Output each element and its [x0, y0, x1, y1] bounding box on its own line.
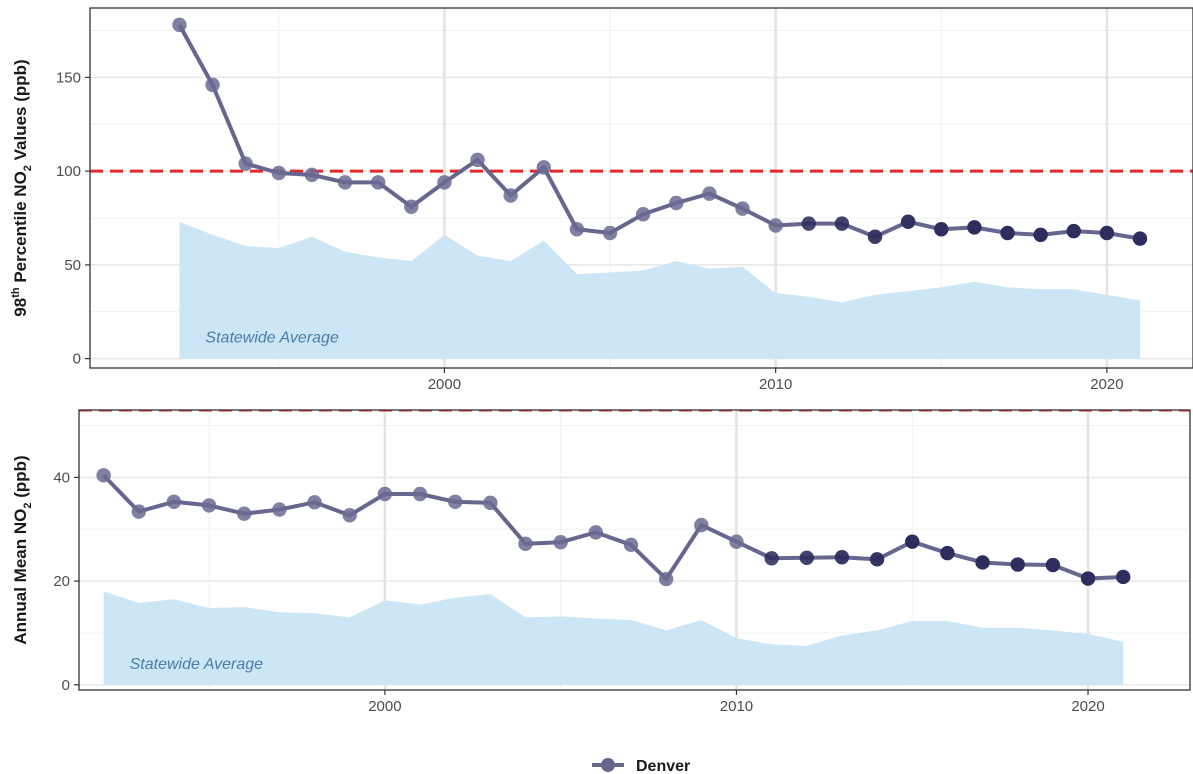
statewide-average-label: Statewide Average — [130, 656, 264, 673]
data-point-denver — [172, 17, 187, 33]
data-point-denver — [799, 550, 814, 565]
data-point-denver — [1033, 227, 1048, 243]
data-point-denver — [205, 77, 220, 93]
data-point-denver — [867, 229, 883, 244]
data-point-denver — [404, 199, 419, 214]
statewide-average-label: Statewide Average — [205, 330, 339, 347]
data-point-denver — [1000, 225, 1015, 241]
data-point-denver — [588, 525, 604, 540]
legend-label-denver: Denver — [636, 758, 690, 774]
panel-annual-mean: Statewide Average 0 20 40 2000 2010 2020 Annual… — [11, 409, 1191, 715]
data-point-denver — [635, 207, 651, 222]
panel-98th-percentile: Statewide Average 0 50 100 150 2000 2010 2020 98… — [10, 7, 1193, 393]
data-point-denver — [569, 222, 585, 237]
data-point-denver — [437, 175, 452, 190]
data-point-denver — [940, 545, 955, 561]
data-point-denver — [735, 201, 750, 216]
y-axis-title: Annual Mean NO2 (ppb) — [11, 455, 34, 644]
data-point-denver — [1010, 557, 1025, 572]
data-point-denver — [370, 175, 386, 190]
data-point-denver — [536, 160, 551, 175]
data-point-denver — [412, 486, 428, 502]
data-point-denver — [967, 220, 982, 235]
data-point-denver — [271, 165, 287, 181]
panel-border — [78, 409, 1191, 691]
data-point-denver — [602, 225, 618, 241]
data-point-denver — [834, 216, 850, 231]
y-tick-label: 100 — [56, 163, 81, 180]
x-tick-label: 2000 — [368, 698, 401, 715]
y-tick-label: 0 — [62, 677, 70, 694]
data-point-denver — [768, 218, 783, 233]
data-point-denver — [503, 188, 518, 203]
y-tick-label: 40 — [53, 469, 70, 486]
data-point-denver — [702, 186, 717, 201]
data-point-denver — [337, 175, 353, 190]
x-tick-label: 2020 — [1090, 376, 1123, 393]
x-tick-label: 2010 — [720, 698, 753, 715]
data-point-denver — [1099, 225, 1115, 241]
data-point-denver — [623, 537, 639, 553]
data-point-denver — [304, 167, 320, 183]
data-point-denver — [96, 468, 111, 483]
x-tick-label: 2000 — [428, 376, 461, 393]
data-point-denver — [869, 552, 885, 567]
data-point-denver — [518, 536, 533, 551]
data-point-denver — [447, 494, 463, 509]
data-point-denver — [834, 550, 850, 565]
legend: Denver — [592, 758, 690, 774]
data-point-denver — [377, 486, 393, 502]
data-point-denver — [201, 498, 217, 513]
data-point-denver — [975, 555, 990, 570]
data-point-denver — [1080, 571, 1096, 586]
data-point-denver — [658, 571, 674, 587]
data-point-denver — [900, 214, 916, 229]
data-point-denver — [694, 517, 709, 533]
data-point-denver — [553, 535, 568, 550]
data-point-denver — [1115, 569, 1131, 585]
legend-marker-denver — [601, 758, 615, 772]
data-point-denver — [729, 534, 744, 549]
data-point-denver — [470, 152, 485, 168]
statewide-average-area — [179, 221, 1141, 359]
data-point-denver — [166, 494, 182, 509]
panel-border — [89, 7, 1193, 369]
data-point-denver — [307, 495, 322, 510]
data-point-denver — [1066, 223, 1081, 239]
data-point-denver — [905, 534, 920, 549]
x-tick-label: 2020 — [1071, 698, 1104, 715]
data-point-denver — [272, 502, 287, 517]
data-point-denver — [801, 216, 816, 231]
y-tick-label: 0 — [73, 351, 81, 368]
statewide-average-area — [103, 591, 1124, 685]
data-point-denver — [131, 504, 146, 519]
data-point-denver — [1045, 557, 1061, 573]
x-tick-label: 2010 — [759, 376, 792, 393]
data-point-denver — [483, 495, 498, 511]
y-tick-label: 150 — [56, 69, 81, 86]
y-tick-label: 20 — [53, 573, 70, 590]
data-point-denver — [238, 156, 253, 171]
data-point-denver — [764, 551, 779, 566]
data-point-denver — [237, 506, 252, 521]
y-axis-title: 98th Percentile NO2 Values (ppb) — [10, 59, 34, 316]
data-point-denver — [934, 222, 949, 237]
y-tick-label: 50 — [64, 257, 81, 274]
data-point-denver — [1132, 231, 1148, 246]
data-point-denver — [342, 508, 357, 523]
data-point-denver — [669, 195, 684, 211]
